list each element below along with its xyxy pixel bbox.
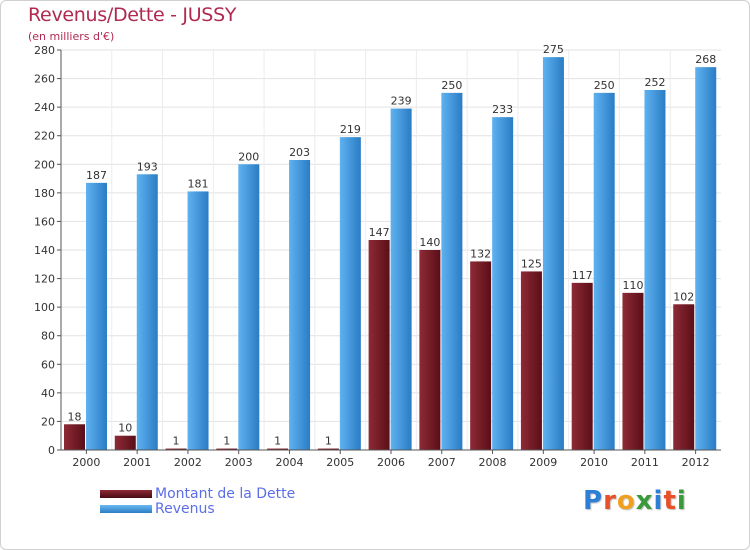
bar-revenus xyxy=(441,92,463,450)
legend-swatch-revenus xyxy=(100,505,152,513)
bar-revenus xyxy=(289,160,311,450)
data-label-debt: 140 xyxy=(419,236,440,249)
bar-debt xyxy=(571,282,593,450)
data-label-debt: 1 xyxy=(223,435,230,448)
data-label-debt: 132 xyxy=(470,247,491,260)
logo-letter: o xyxy=(616,486,636,516)
bar-revenus xyxy=(238,164,260,451)
y-tick-label: 260 xyxy=(34,73,55,86)
data-label-debt: 1 xyxy=(173,435,180,448)
x-tick-label: 2004 xyxy=(275,456,303,469)
bar-debt xyxy=(419,250,441,450)
data-label-revenus: 250 xyxy=(594,79,615,92)
data-label-revenus: 219 xyxy=(340,123,361,136)
bar-revenus xyxy=(593,92,615,450)
bar-debt xyxy=(368,240,390,450)
x-tick-label: 2006 xyxy=(377,456,405,469)
x-tick-label: 2011 xyxy=(631,456,659,469)
x-tick-label: 2005 xyxy=(326,456,354,469)
data-label-revenus: 239 xyxy=(391,95,412,108)
bar-debt xyxy=(216,448,238,450)
y-tick-label: 120 xyxy=(34,273,55,286)
y-tick-label: 60 xyxy=(41,358,55,371)
y-tick-label: 0 xyxy=(48,444,55,457)
y-tick-label: 160 xyxy=(34,215,55,228)
bar-revenus xyxy=(86,182,107,450)
y-tick-label: 220 xyxy=(34,130,55,143)
data-label-debt: 1 xyxy=(274,435,281,448)
y-tick-label: 140 xyxy=(34,244,55,257)
data-label-debt: 110 xyxy=(622,279,643,292)
legend-label-debt: Montant de la Dette xyxy=(155,486,296,502)
bar-debt xyxy=(470,261,492,450)
y-tick-label: 180 xyxy=(34,187,55,200)
data-label-revenus: 193 xyxy=(137,160,158,173)
bar-debt xyxy=(64,424,85,450)
bar-debt xyxy=(622,292,644,450)
x-tick-label: 2000 xyxy=(72,456,100,469)
y-tick-label: 40 xyxy=(41,387,55,400)
data-label-revenus: 187 xyxy=(86,169,107,182)
bar-revenus xyxy=(390,108,412,451)
bar-revenus xyxy=(339,137,361,450)
x-tick-label: 2001 xyxy=(123,456,151,469)
x-tick-label: 2002 xyxy=(174,456,202,469)
x-tick-label: 2010 xyxy=(580,456,608,469)
data-label-debt: 117 xyxy=(572,269,593,282)
bar-debt xyxy=(165,448,187,450)
x-tick-label: 2003 xyxy=(225,456,253,469)
legend-swatch-debt xyxy=(100,490,152,498)
data-label-debt: 10 xyxy=(118,422,132,435)
logo-letter: i xyxy=(653,486,664,516)
data-label-debt: 18 xyxy=(68,410,82,423)
y-tick-label: 240 xyxy=(34,101,55,114)
bar-revenus xyxy=(695,67,717,451)
x-tick-label: 2009 xyxy=(529,456,557,469)
y-tick-label: 100 xyxy=(34,301,55,314)
data-label-revenus: 181 xyxy=(188,177,209,190)
chart-title: Revenus/Dette - JUSSY xyxy=(28,4,237,26)
data-label-debt: 102 xyxy=(673,290,694,303)
x-tick-label: 2007 xyxy=(428,456,456,469)
bar-debt xyxy=(520,271,542,450)
bar-revenus xyxy=(542,57,564,451)
bar-debt xyxy=(267,448,289,450)
y-tick-label: 280 xyxy=(34,44,55,57)
bar-revenus xyxy=(136,174,158,451)
data-label-revenus: 203 xyxy=(289,146,310,159)
x-tick-label: 2012 xyxy=(682,456,710,469)
logo-letter: r xyxy=(603,486,617,516)
data-label-revenus: 268 xyxy=(695,53,716,66)
logo-letter: P xyxy=(583,486,604,516)
bar-debt xyxy=(317,448,339,450)
bar-revenus xyxy=(644,90,666,450)
x-tick-label: 2008 xyxy=(479,456,507,469)
data-label-debt: 125 xyxy=(521,257,542,270)
y-tick-label: 80 xyxy=(41,330,55,343)
data-label-revenus: 233 xyxy=(492,103,513,116)
bar-debt xyxy=(673,304,695,450)
data-label-debt: 1 xyxy=(325,435,332,448)
logo-letter: t xyxy=(663,486,677,516)
data-label-revenus: 200 xyxy=(238,150,259,163)
bar-debt xyxy=(114,435,136,450)
data-label-revenus: 275 xyxy=(543,43,564,56)
data-label-revenus: 252 xyxy=(644,76,665,89)
y-tick-label: 20 xyxy=(41,415,55,428)
data-label-revenus: 250 xyxy=(441,79,462,92)
logo-letter: x xyxy=(635,486,654,516)
data-label-debt: 147 xyxy=(369,226,390,239)
bar-revenus xyxy=(187,191,209,450)
legend-label-revenus: Revenus xyxy=(155,501,215,517)
proxiti-logo: Proxiti xyxy=(583,486,687,516)
logo-letter: i xyxy=(676,486,687,516)
chart-subtitle: (en milliers d'€) xyxy=(28,30,115,43)
y-tick-label: 200 xyxy=(34,158,55,171)
bar-revenus xyxy=(492,117,514,451)
